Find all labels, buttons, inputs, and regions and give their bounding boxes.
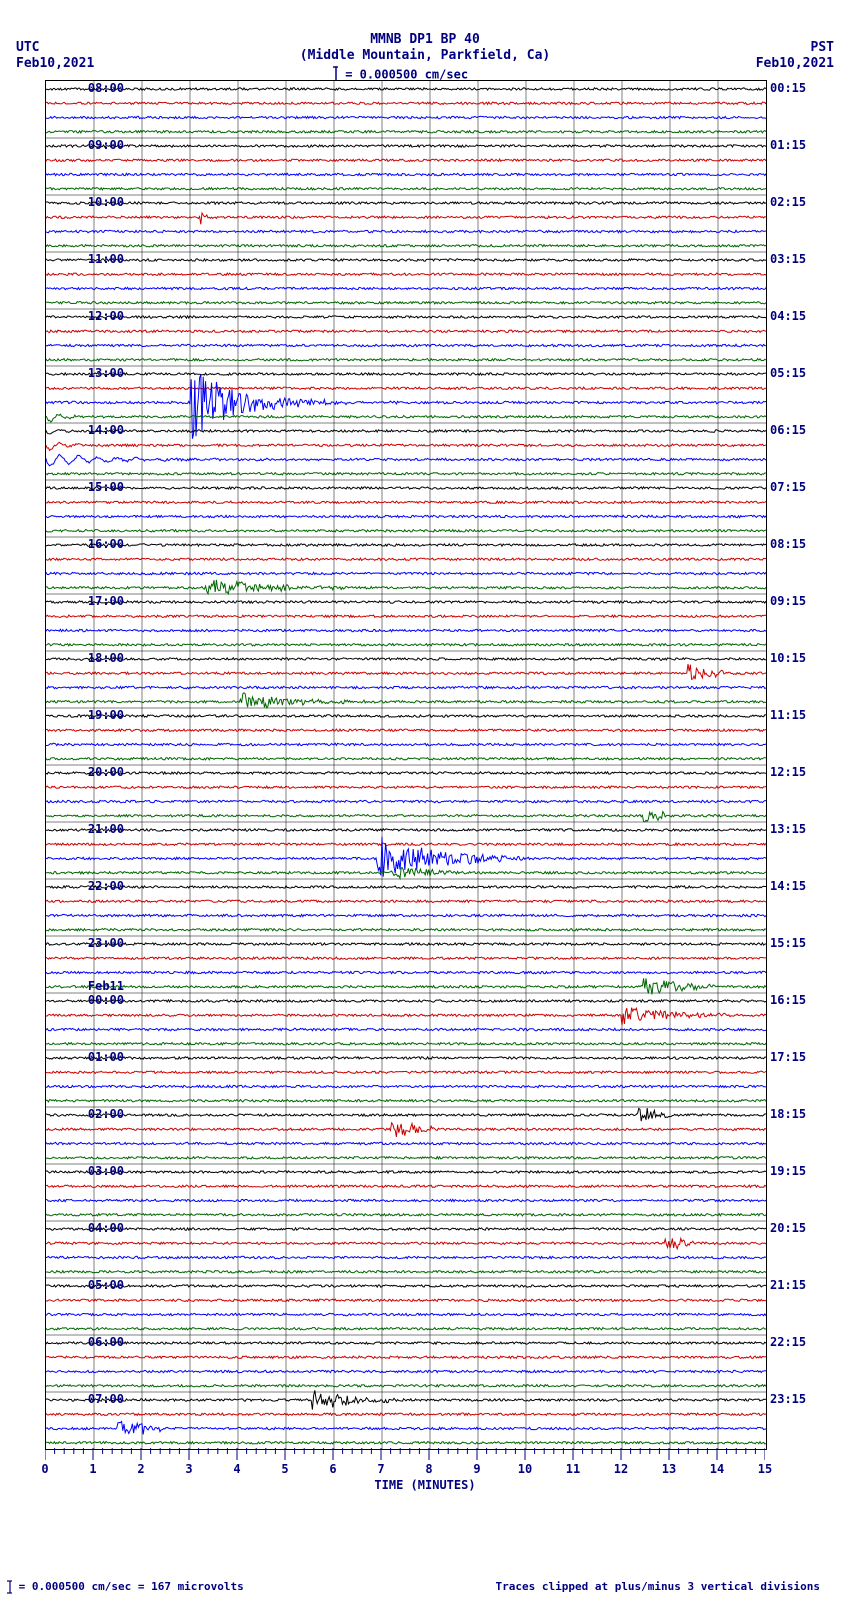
x-tick-label: 14 (710, 1462, 724, 1476)
pst-time-label: 00:15 (770, 81, 806, 95)
pst-time-label: 12:15 (770, 765, 806, 779)
pst-time-label: 21:15 (770, 1278, 806, 1292)
pst-time-label: 08:15 (770, 537, 806, 551)
utc-time-label: 11:00 (88, 252, 124, 266)
x-tick-label: 3 (185, 1462, 192, 1476)
utc-time-label: 01:00 (88, 1050, 124, 1064)
pst-time-label: 13:15 (770, 822, 806, 836)
utc-time-label: 19:00 (88, 708, 124, 722)
x-tick-label: 4 (233, 1462, 240, 1476)
utc-time-label: 02:00 (88, 1107, 124, 1121)
utc-time-label: 09:00 (88, 138, 124, 152)
station-subtitle: (Middle Mountain, Parkfield, Ca) (0, 48, 850, 63)
tz-left: UTC (16, 40, 39, 55)
pst-time-label: 17:15 (770, 1050, 806, 1064)
utc-time-label: 18:00 (88, 651, 124, 665)
utc-time-label: 20:00 (88, 765, 124, 779)
seismogram-container: MMNB DP1 BP 40 (Middle Mountain, Parkfie… (0, 0, 850, 1613)
pst-time-label: 04:15 (770, 309, 806, 323)
x-tick-label: 7 (377, 1462, 384, 1476)
utc-time-label: 23:00 (88, 936, 124, 950)
x-tick-label: 0 (41, 1462, 48, 1476)
pst-time-label: 01:15 (770, 138, 806, 152)
utc-time-label: 22:00 (88, 879, 124, 893)
utc-time-label: Feb11 (88, 979, 124, 993)
pst-time-label: 16:15 (770, 993, 806, 1007)
date-left: Feb10,2021 (16, 56, 94, 71)
utc-time-label: 10:00 (88, 195, 124, 209)
x-tick-label: 9 (473, 1462, 480, 1476)
utc-time-label: 04:00 (88, 1221, 124, 1235)
pst-time-label: 06:15 (770, 423, 806, 437)
pst-time-label: 05:15 (770, 366, 806, 380)
utc-time-label: 03:00 (88, 1164, 124, 1178)
pst-time-label: 02:15 (770, 195, 806, 209)
x-tick-label: 6 (329, 1462, 336, 1476)
utc-time-label: 16:00 (88, 537, 124, 551)
utc-time-label: 21:00 (88, 822, 124, 836)
tz-right: PST (811, 40, 834, 55)
utc-time-label: 05:00 (88, 1278, 124, 1292)
x-tick-label: 5 (281, 1462, 288, 1476)
footer-scale: = 0.000500 cm/sec = 167 microvolts (6, 1580, 244, 1594)
pst-time-label: 19:15 (770, 1164, 806, 1178)
pst-time-label: 14:15 (770, 879, 806, 893)
date-right: Feb10,2021 (756, 56, 834, 71)
pst-time-label: 22:15 (770, 1335, 806, 1349)
x-tick-label: 13 (662, 1462, 676, 1476)
x-tick-label: 1 (89, 1462, 96, 1476)
utc-time-label: 07:00 (88, 1392, 124, 1406)
x-tick-label: 2 (137, 1462, 144, 1476)
pst-time-label: 09:15 (770, 594, 806, 608)
utc-time-label: 06:00 (88, 1335, 124, 1349)
utc-time-label: 14:00 (88, 423, 124, 437)
x-tick-label: 10 (518, 1462, 532, 1476)
pst-time-label: 23:15 (770, 1392, 806, 1406)
pst-time-label: 18:15 (770, 1107, 806, 1121)
x-tick-label: 11 (566, 1462, 580, 1476)
x-tick-label: 15 (758, 1462, 772, 1476)
seismogram-plot (45, 80, 767, 1450)
pst-time-label: 15:15 (770, 936, 806, 950)
pst-time-label: 07:15 (770, 480, 806, 494)
footer-clip-note: Traces clipped at plus/minus 3 vertical … (495, 1580, 820, 1593)
utc-time-label: 00:00 (88, 993, 124, 1007)
x-axis-title: TIME (MINUTES) (0, 1478, 850, 1492)
x-tick-label: 12 (614, 1462, 628, 1476)
utc-time-label: 13:00 (88, 366, 124, 380)
pst-time-label: 10:15 (770, 651, 806, 665)
x-tick-label: 8 (425, 1462, 432, 1476)
station-title: MMNB DP1 BP 40 (0, 32, 850, 47)
utc-time-label: 12:00 (88, 309, 124, 323)
utc-time-label: 17:00 (88, 594, 124, 608)
utc-time-label: 15:00 (88, 480, 124, 494)
pst-time-label: 11:15 (770, 708, 806, 722)
utc-time-label: 08:00 (88, 81, 124, 95)
pst-time-label: 03:15 (770, 252, 806, 266)
pst-time-label: 20:15 (770, 1221, 806, 1235)
